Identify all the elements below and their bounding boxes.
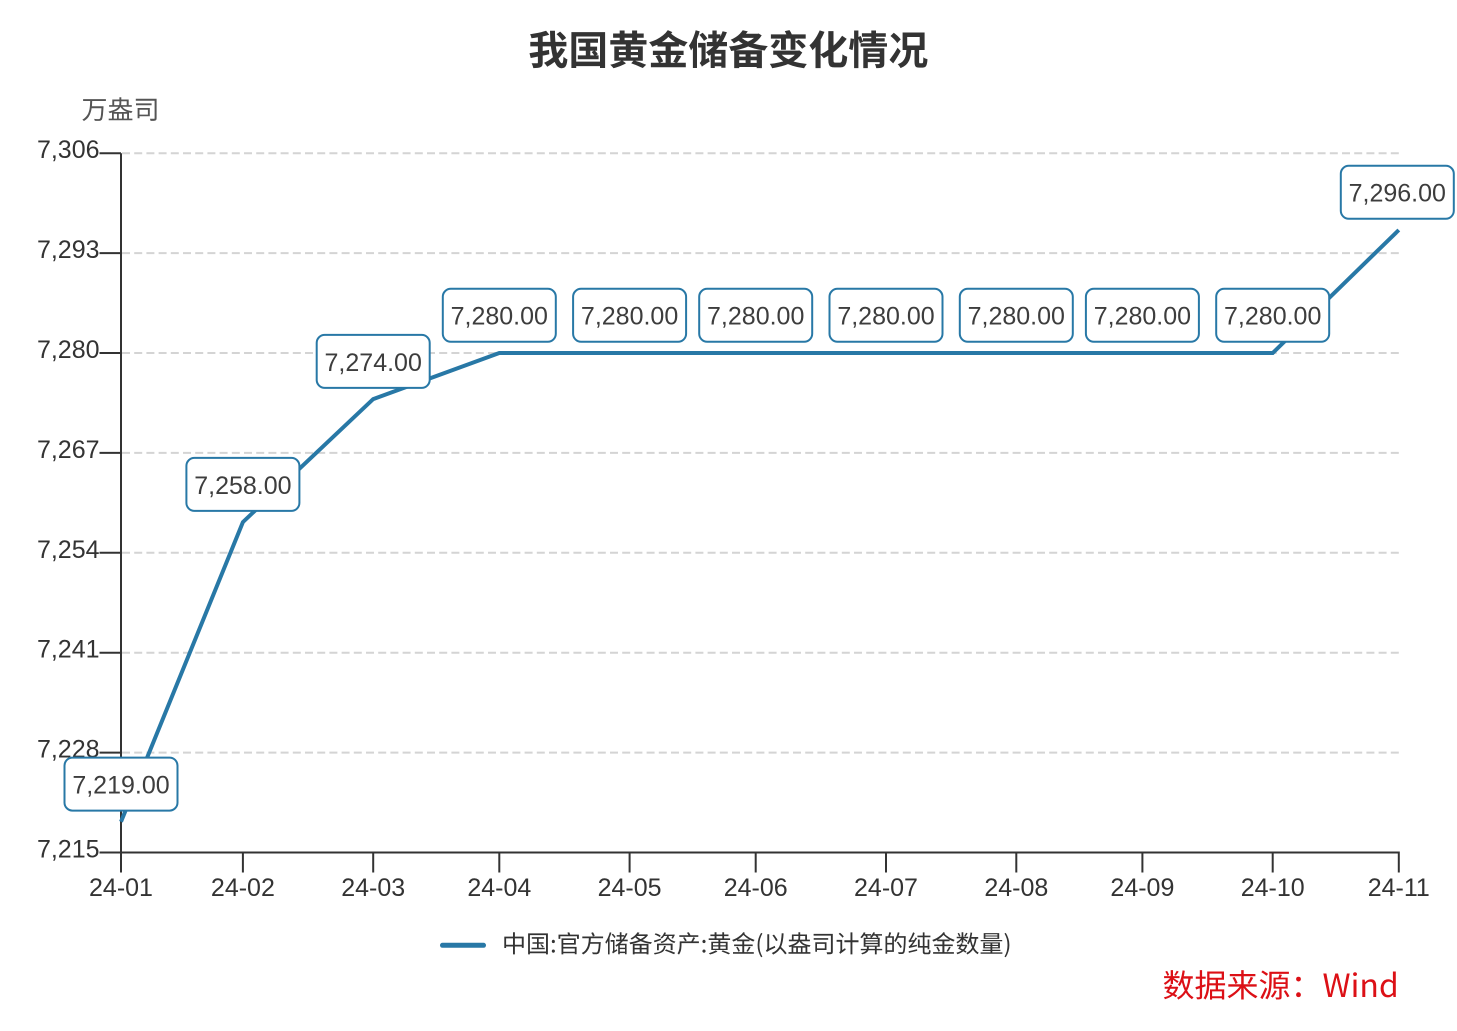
svg-text:24-02: 24-02 [211,874,275,902]
svg-text:7,280.00: 7,280.00 [707,303,804,331]
svg-text:24-05: 24-05 [598,874,662,902]
svg-text:7,219.00: 7,219.00 [72,772,169,800]
svg-text:7,215: 7,215 [37,836,100,864]
svg-text:7,306: 7,306 [37,136,100,164]
svg-text:7,293: 7,293 [37,236,100,264]
svg-text:7,267: 7,267 [37,436,100,464]
svg-text:24-07: 24-07 [854,874,918,902]
svg-text:24-06: 24-06 [724,874,788,902]
svg-text:7,258.00: 7,258.00 [194,472,291,500]
svg-text:24-11: 24-11 [1368,874,1430,902]
svg-text:7,274.00: 7,274.00 [325,349,422,377]
svg-text:24-09: 24-09 [1110,874,1174,902]
svg-text:24-01: 24-01 [89,874,153,902]
svg-text:7,241: 7,241 [37,636,100,664]
svg-text:24-04: 24-04 [467,874,531,902]
svg-text:7,280.00: 7,280.00 [1224,303,1321,331]
svg-text:7,280.00: 7,280.00 [837,303,934,331]
svg-text:7,296.00: 7,296.00 [1349,180,1446,208]
svg-text:24-08: 24-08 [984,874,1048,902]
svg-text:7,280.00: 7,280.00 [451,303,548,331]
svg-text:7,254: 7,254 [37,536,100,564]
svg-text:7,280.00: 7,280.00 [968,303,1065,331]
svg-text:7,280.00: 7,280.00 [1094,303,1191,331]
svg-text:24-10: 24-10 [1241,874,1305,902]
svg-text:24-03: 24-03 [341,874,405,902]
svg-text:7,280: 7,280 [37,336,100,364]
svg-text:7,280.00: 7,280.00 [581,303,678,331]
